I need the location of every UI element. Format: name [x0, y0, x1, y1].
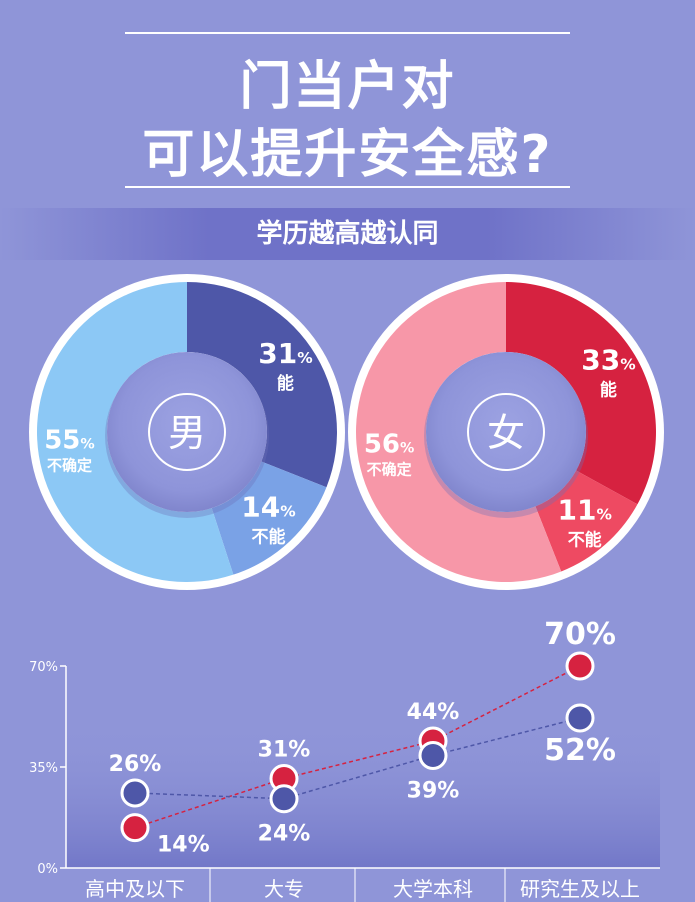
male-gender-label: 男	[168, 411, 206, 455]
female-inner-circle	[426, 352, 586, 512]
series-1-point-0	[120, 778, 150, 808]
x-tick-label-0: 高中及以下	[85, 877, 185, 901]
x-tick-label-2: 大学本科	[393, 877, 473, 901]
female-slice-2	[356, 282, 562, 582]
series-1-value-1: 24%	[258, 822, 311, 847]
series-1-value-3: 52%	[544, 733, 616, 768]
series-1-point-1	[269, 784, 299, 814]
y-tick-label-2: 70%	[29, 660, 58, 675]
title-line-1: 门当户对	[239, 57, 456, 117]
series-0-value-2: 44%	[407, 700, 460, 725]
female-donut: 33% 能 11% 不能 56%不确定 女	[348, 274, 664, 590]
female-slice-0	[506, 282, 656, 505]
female-slice-1	[535, 470, 638, 572]
y-tick-label-0: 0%	[37, 862, 58, 877]
female-slice-1-label: 不能	[568, 529, 602, 550]
x-tick-label-3: 研究生及以上	[520, 877, 640, 901]
series-1-point-3	[565, 703, 595, 733]
title-bottom-rule	[125, 186, 570, 188]
title-line-2: 可以提升安全感?	[142, 125, 553, 185]
female-slice-0-value: 33%	[581, 343, 635, 376]
female-slice-0-label: 能	[600, 379, 617, 400]
series-1-value-2: 39%	[407, 778, 460, 803]
subtitle: 学历越高越认同	[256, 219, 439, 249]
title-block: 门当户对 可以提升安全感?	[0, 0, 695, 200]
series-0-point-0	[120, 813, 150, 843]
male-slice-0	[187, 282, 337, 488]
series-0-point-3	[565, 651, 595, 681]
male-slice-2-value: 55%	[44, 426, 95, 456]
title-top-rule	[125, 32, 570, 34]
series-0-line	[134, 665, 581, 829]
female-slice-2-label: 不确定	[367, 460, 412, 478]
male-slice-0-label: 能	[277, 373, 294, 394]
male-slice-1-value: 14%	[241, 491, 295, 524]
male-slice-1-label: 不能	[251, 527, 285, 548]
series-0-value-1: 31%	[258, 738, 311, 763]
series-1-point-2	[418, 740, 448, 770]
series-0-value-3: 70%	[544, 617, 616, 652]
female-slice-1-value: 11%	[558, 493, 612, 526]
male-slice-1	[211, 461, 327, 575]
x-tick-label-1: 大专	[264, 877, 304, 901]
male-slice-2-label: 不确定	[47, 457, 92, 475]
male-slice-2	[36, 282, 234, 582]
series-1-value-0: 26%	[109, 752, 162, 777]
female-gender-ring	[467, 393, 545, 471]
male-gender-ring	[148, 393, 226, 471]
male-slice-0-value: 31%	[258, 337, 312, 370]
female-slice-2-value: 56%	[364, 429, 415, 459]
series-1-line	[134, 717, 581, 800]
series-0-value-0: 14%	[157, 833, 210, 858]
male-inner-circle	[107, 352, 267, 512]
male-donut: 31% 能 14% 不能 55%不确定 男	[29, 274, 345, 590]
subtitle-band: 学历越高越认同	[0, 208, 695, 260]
female-gender-label: 女	[487, 411, 525, 455]
y-tick-label-1: 35%	[29, 761, 58, 776]
